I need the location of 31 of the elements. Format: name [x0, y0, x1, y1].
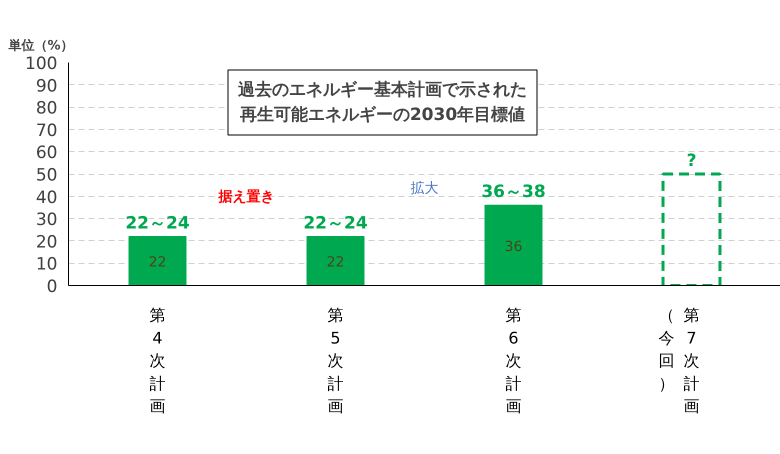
- y-tick-label: 0: [46, 277, 58, 297]
- y-tick-label: 80: [36, 98, 58, 119]
- y-tick-label: 90: [36, 76, 58, 96]
- data-label: 36: [504, 238, 522, 255]
- x-tick-label: 第5次計画: [328, 306, 344, 416]
- annotation: 22～24: [125, 213, 190, 234]
- bar: [128, 236, 186, 286]
- annotation: 36～38: [481, 182, 546, 202]
- y-tick-label: 100: [25, 54, 58, 74]
- annotation: 据え置き: [218, 189, 274, 206]
- bar: [662, 172, 722, 286]
- x-tick-label: 第4次計画: [150, 306, 166, 416]
- y-tick-label: 60: [36, 143, 58, 164]
- y-tick-label: 30: [36, 210, 58, 230]
- text: （今回）: [658, 306, 675, 393]
- y-tick-label: 50: [36, 166, 58, 186]
- annotation: ?: [686, 151, 696, 171]
- y-tick-label: 10: [36, 254, 58, 275]
- data-label: 22: [148, 254, 166, 270]
- annotation: 拡大: [410, 180, 438, 196]
- data-label: 22: [326, 254, 344, 270]
- y-tick-label: 40: [36, 188, 58, 208]
- bar: [484, 204, 542, 286]
- text: 過去のエネルギー基本計画で示された再生可能エネルギーの2030年目標値: [237, 80, 527, 125]
- y-axis-title: 単位（%）: [8, 38, 74, 54]
- bar: [306, 236, 364, 286]
- x-tick-label: 第6次計画: [506, 306, 522, 416]
- annotation: 22～24: [303, 213, 368, 234]
- x-tick-label: 第7次計画: [684, 306, 700, 416]
- y-tick-label: 20: [36, 232, 58, 252]
- y-tick-label: 70: [36, 120, 58, 141]
